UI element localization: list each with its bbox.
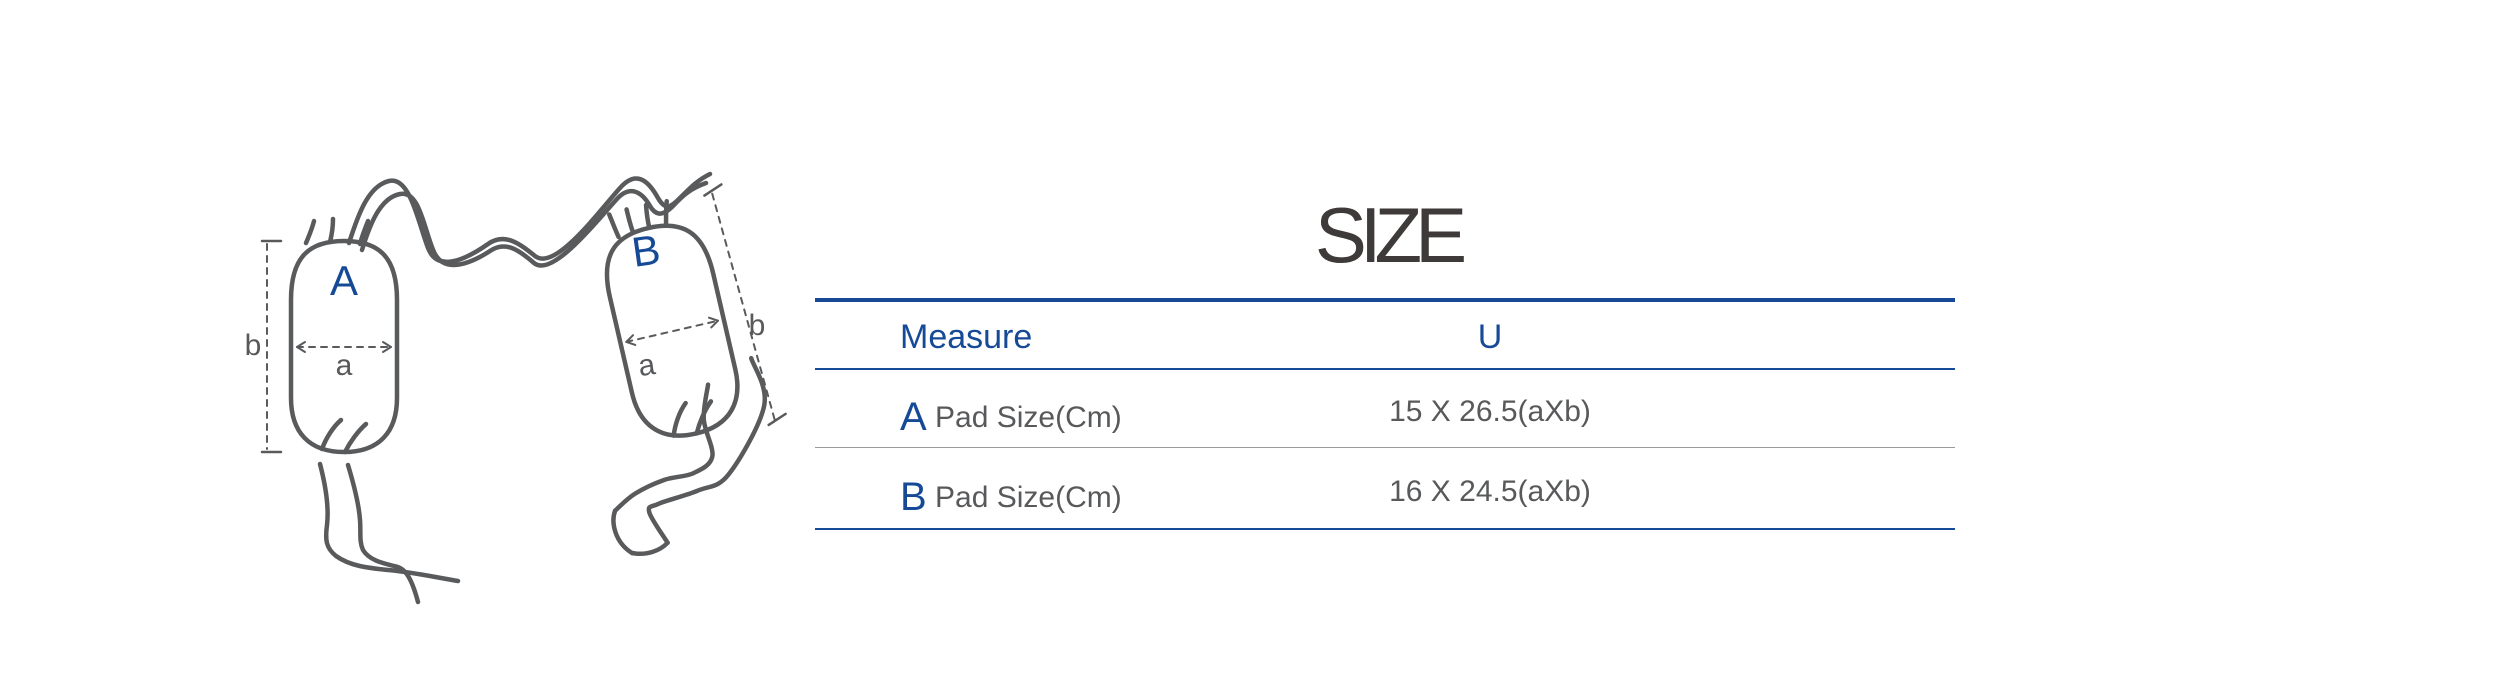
svg-text:b: b [245, 329, 262, 362]
svg-text:a: a [336, 349, 353, 382]
svg-text:b: b [749, 309, 766, 342]
svg-text:A: A [330, 257, 358, 304]
svg-text:a: a [636, 348, 657, 383]
svg-text:B: B [629, 225, 663, 275]
